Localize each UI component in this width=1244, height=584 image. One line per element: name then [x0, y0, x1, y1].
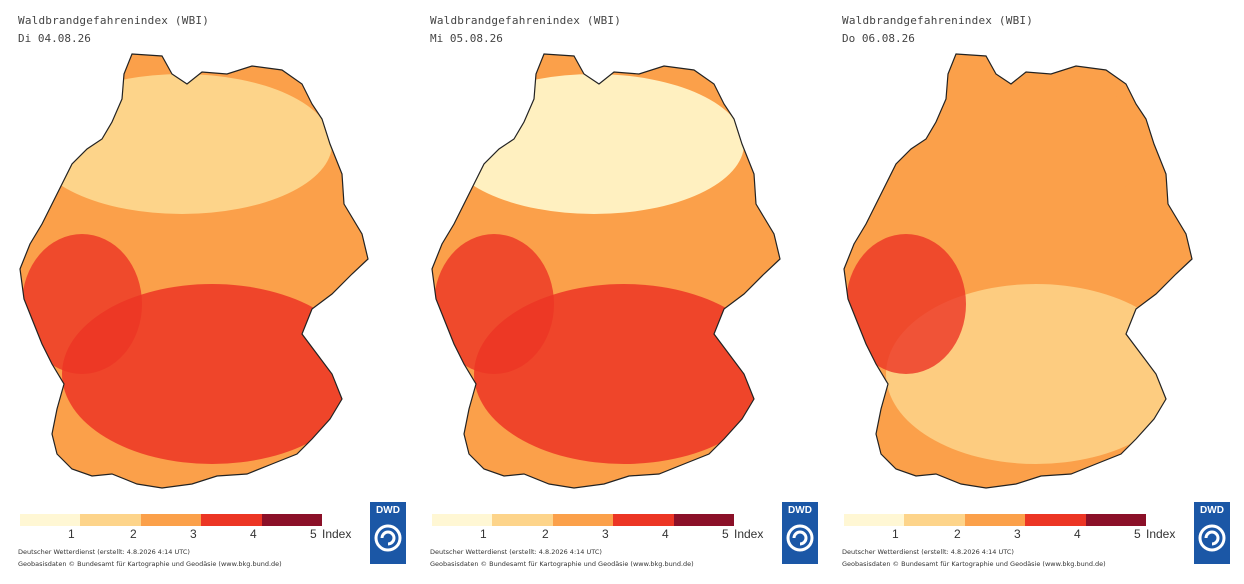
region-west	[434, 234, 554, 374]
legend-label-3: 3	[602, 527, 609, 541]
geodata-credit: Geobasisdaten © Bundesamt für Kartograph…	[842, 560, 1106, 568]
legend-label-1: 1	[68, 527, 75, 541]
dwd-logo-text: DWD	[376, 505, 400, 516]
legend-swatch-2	[904, 514, 965, 526]
legend-label-5: 5	[1134, 527, 1141, 541]
legend-label-5: 5	[722, 527, 729, 541]
legend-bar	[844, 514, 1147, 526]
country-border	[19, 53, 369, 489]
country-border	[431, 53, 781, 489]
region-west	[846, 234, 966, 374]
legend-swatch-4	[1025, 514, 1086, 526]
source-credit: Deutscher Wetterdienst (erstellt: 4.8.20…	[842, 548, 1014, 556]
region-north	[444, 74, 744, 214]
dwd-swirl-icon	[1198, 524, 1226, 552]
map-date: Mi 05.08.26	[430, 32, 503, 45]
legend-labels: 1 2 3 4 5 Index	[20, 527, 352, 541]
legend-swatch-1	[844, 514, 905, 526]
legend-unit: Index	[322, 527, 352, 541]
legend-label-5: 5	[310, 527, 317, 541]
legend-swatch-2	[492, 514, 553, 526]
map-panel-2: Waldbrandgefahrenindex (WBI) Mi 05.08.26…	[424, 0, 824, 584]
legend-swatch-5	[261, 514, 323, 526]
legend-label-2: 2	[542, 527, 549, 541]
dwd-swirl-icon	[786, 524, 814, 552]
dwd-logo: DWD	[1194, 502, 1230, 564]
legend-label-1: 1	[892, 527, 899, 541]
germany-map	[843, 53, 1193, 489]
dwd-logo-text: DWD	[1200, 505, 1224, 516]
wbi-fill	[20, 54, 368, 488]
map-title: Waldbrandgefahrenindex (WBI)	[18, 14, 210, 27]
wbi-fill	[844, 54, 1192, 488]
region-north	[32, 74, 332, 214]
legend-label-2: 2	[130, 527, 137, 541]
legend-bar	[432, 514, 735, 526]
legend-swatch-2	[80, 514, 141, 526]
country-border	[843, 53, 1193, 489]
legend-swatch-1	[432, 514, 493, 526]
legend-unit: Index	[734, 527, 764, 541]
legend-labels: 1 2 3 4 5 Index	[432, 527, 764, 541]
dwd-logo-text: DWD	[788, 505, 812, 516]
map-title: Waldbrandgefahrenindex (WBI)	[430, 14, 622, 27]
legend-swatch-4	[201, 514, 262, 526]
map-title: Waldbrandgefahrenindex (WBI)	[842, 14, 1034, 27]
dwd-logo: DWD	[782, 502, 818, 564]
legend-bar	[20, 514, 323, 526]
map-panel-1: Waldbrandgefahrenindex (WBI) Di 04.08.26…	[12, 0, 412, 584]
legend-labels: 1 2 3 4 5 Index	[844, 527, 1176, 541]
legend-label-4: 4	[1074, 527, 1081, 541]
legend-swatch-3	[552, 514, 614, 526]
legend-swatch-1	[20, 514, 81, 526]
region-north	[856, 74, 1156, 214]
legend-label-1: 1	[480, 527, 487, 541]
legend-swatch-3	[140, 514, 202, 526]
wbi-fill	[432, 54, 780, 488]
legend-label-3: 3	[190, 527, 197, 541]
geodata-credit: Geobasisdaten © Bundesamt für Kartograph…	[18, 560, 282, 568]
germany-map	[19, 53, 369, 489]
legend-swatch-4	[613, 514, 674, 526]
source-credit: Deutscher Wetterdienst (erstellt: 4.8.20…	[18, 548, 190, 556]
legend-unit: Index	[1146, 527, 1176, 541]
map-date: Di 04.08.26	[18, 32, 91, 45]
legend-swatch-5	[673, 514, 735, 526]
geodata-credit: Geobasisdaten © Bundesamt für Kartograph…	[430, 560, 694, 568]
legend-label-2: 2	[954, 527, 961, 541]
dwd-logo: DWD	[370, 502, 406, 564]
source-credit: Deutscher Wetterdienst (erstellt: 4.8.20…	[430, 548, 602, 556]
legend-swatch-3	[964, 514, 1026, 526]
map-date: Do 06.08.26	[842, 32, 915, 45]
region-west	[22, 234, 142, 374]
legend-swatch-5	[1085, 514, 1147, 526]
legend-label-4: 4	[250, 527, 257, 541]
dwd-swirl-icon	[374, 524, 402, 552]
legend-label-3: 3	[1014, 527, 1021, 541]
legend-label-4: 4	[662, 527, 669, 541]
germany-map	[431, 53, 781, 489]
map-panel-3: Waldbrandgefahrenindex (WBI) Do 06.08.26…	[836, 0, 1236, 584]
